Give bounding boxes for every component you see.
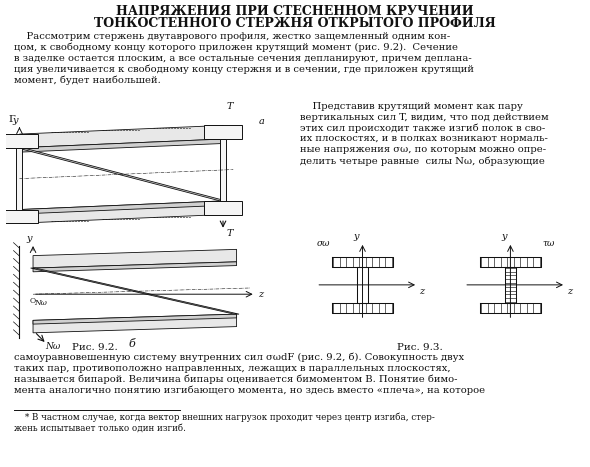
Text: τω: τω [543, 239, 555, 248]
Text: ТОНКОСТЕННОГО СТЕРЖНЯ ОТКРЫТОГО ПРОФИЛЯ: ТОНКОСТЕННОГО СТЕРЖНЯ ОТКРЫТОГО ПРОФИЛЯ [94, 17, 496, 30]
Text: самоуравновешенную систему внутренних сил σωdF (рис. 9.2, б). Совокупность двух: самоуравновешенную систему внутренних си… [14, 353, 464, 362]
Text: мента аналогично понятию изгибающего момента, но здесь вместо «плеча», на которо: мента аналогично понятию изгибающего мом… [14, 385, 485, 395]
Text: Г: Г [9, 115, 15, 124]
Text: цом, к свободному концу которого приложен крутящий момент (рис. 9.2).  Сечение: цом, к свободному концу которого приложе… [14, 43, 458, 52]
Text: O: O [30, 297, 35, 305]
Polygon shape [33, 314, 237, 333]
Text: T: T [227, 101, 233, 111]
Text: момент, будет наибольшей.: момент, будет наибольшей. [14, 75, 160, 85]
Text: z: z [258, 290, 263, 299]
Polygon shape [204, 126, 242, 139]
Text: а: а [258, 117, 264, 126]
Polygon shape [19, 201, 223, 223]
Polygon shape [19, 126, 223, 148]
Text: б: б [128, 339, 135, 348]
Text: σω: σω [317, 239, 330, 248]
Polygon shape [33, 314, 237, 324]
Polygon shape [31, 268, 239, 314]
Text: таких пар, противоположно направленных, лежащих в параллельных плоскостях,: таких пар, противоположно направленных, … [14, 364, 451, 373]
Text: делить четыре равные  силы Nω, образующие: делить четыре равные силы Nω, образующие [300, 156, 545, 165]
Text: ция увеличивается к свободному концу стержня и в сечении, где приложен крутящий: ция увеличивается к свободному концу сте… [14, 64, 474, 74]
Text: в заделке остается плоским, а все остальные сечения депланируют, причем деплана-: в заделке остается плоским, а все осталь… [14, 54, 472, 63]
Text: этих сил происходит также изгиб полок в сво-: этих сил происходит также изгиб полок в … [300, 124, 545, 133]
Polygon shape [17, 148, 226, 201]
Polygon shape [19, 201, 223, 214]
Polygon shape [19, 139, 223, 152]
Text: их плоскостях, и в полках возникают нормаль-: их плоскостях, и в полках возникают норм… [300, 134, 548, 143]
Polygon shape [33, 262, 237, 272]
Text: называется бипарой. Величина бипары оценивается бимоментом B. Понятие бимо-: называется бипарой. Величина бипары оцен… [14, 375, 457, 384]
Polygon shape [17, 148, 22, 210]
Polygon shape [204, 201, 242, 214]
Polygon shape [1, 134, 38, 148]
Text: z: z [568, 287, 572, 297]
Text: y: y [502, 232, 507, 241]
Text: Рис. 9.3.: Рис. 9.3. [397, 343, 443, 352]
Text: y: y [13, 116, 18, 125]
Polygon shape [1, 210, 38, 223]
Text: вертикальных сил T, видим, что под действием: вертикальных сил T, видим, что под дейст… [300, 113, 549, 122]
Text: * В частном случае, когда вектор внешних нагрузок проходит через центр изгиба, с: * В частном случае, когда вектор внешних… [14, 413, 435, 423]
Polygon shape [220, 139, 226, 201]
Text: z: z [419, 287, 425, 297]
Text: Рис. 9.2.: Рис. 9.2. [72, 343, 118, 352]
Text: ные напряжения σω, по которым можно опре-: ные напряжения σω, по которым можно опре… [300, 145, 546, 154]
Polygon shape [33, 249, 237, 268]
Text: Рассмотрим стержень двутаврового профиля, жестко защемленный одним кон-: Рассмотрим стержень двутаврового профиля… [14, 32, 450, 41]
Text: y: y [353, 232, 359, 241]
Text: y: y [27, 234, 32, 243]
Text: жень испытывает только один изгиб.: жень испытывает только один изгиб. [14, 424, 186, 433]
Text: T: T [227, 229, 233, 238]
Text: НАПРЯЖЕНИЯ ПРИ СТЕСНЕННОМ КРУЧЕНИИ: НАПРЯЖЕНИЯ ПРИ СТЕСНЕННОМ КРУЧЕНИИ [116, 5, 474, 18]
Text: Nω: Nω [45, 342, 61, 351]
Text: Nω: Nω [34, 299, 47, 307]
Text: Представив крутящий момент как пару: Представив крутящий момент как пару [300, 102, 523, 111]
